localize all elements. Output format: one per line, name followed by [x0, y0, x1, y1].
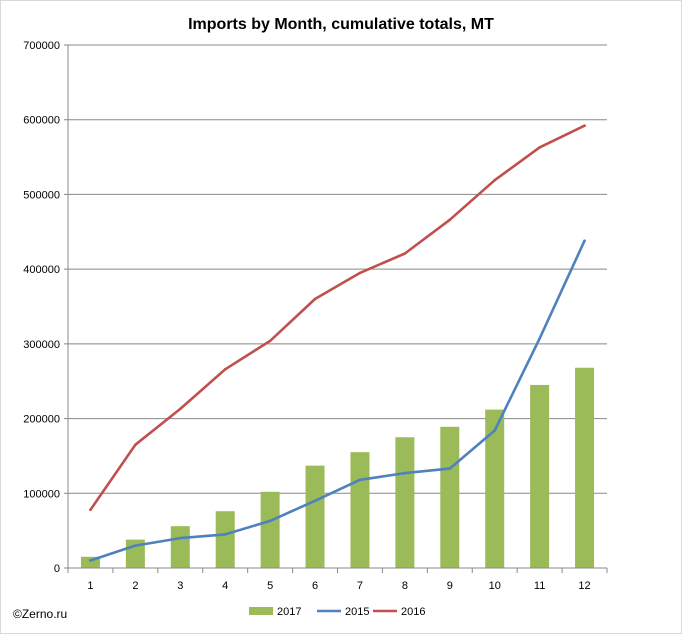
data-point-2016 — [358, 271, 362, 275]
data-point-2016 — [268, 339, 272, 343]
data-point-2016 — [89, 508, 92, 512]
data-point-2015 — [223, 533, 227, 536]
x-tick-label: 6 — [312, 580, 318, 592]
data-point-2015 — [583, 239, 586, 243]
y-tick-label: 700000 — [23, 40, 60, 52]
data-point-2016 — [448, 218, 452, 222]
chart-title: Imports by Month, cumulative totals, MT — [188, 16, 494, 33]
data-point-2015 — [538, 337, 541, 340]
data-point-2015 — [313, 499, 317, 503]
bar-series-layer — [80, 367, 595, 568]
data-point-2015 — [448, 467, 452, 470]
x-tick-label: 2 — [132, 580, 138, 592]
data-point-2015 — [268, 519, 272, 523]
bar-2017 — [440, 426, 460, 568]
y-tick-label: 400000 — [23, 264, 60, 276]
data-point-2016 — [538, 146, 541, 149]
x-tick-label: 8 — [402, 580, 408, 592]
data-point-2015 — [134, 544, 137, 547]
data-point-2016 — [134, 443, 137, 447]
gridlines — [68, 44, 607, 494]
bar-2017 — [350, 452, 370, 568]
data-point-2015 — [358, 478, 362, 482]
bar-2017 — [395, 437, 415, 568]
y-tick-label: 500000 — [23, 189, 60, 201]
legend-label-2017: 2017 — [277, 606, 301, 618]
bar-2017 — [305, 465, 325, 568]
x-axis-ticks: 1 2 3 4 5 6 7 8 9 10 11 12 — [87, 580, 590, 592]
x-tick-label: 10 — [489, 580, 501, 592]
data-point-2015 — [493, 429, 497, 432]
data-point-2015 — [89, 559, 92, 562]
x-tick-label: 1 — [87, 580, 93, 592]
data-point-2016 — [403, 252, 407, 255]
x-tick-label: 7 — [357, 580, 363, 592]
x-tick-label: 4 — [222, 580, 228, 592]
x-tick-label: 11 — [534, 580, 545, 592]
x-tick-label: 12 — [578, 580, 590, 592]
axes — [64, 44, 608, 573]
bar-2017 — [80, 556, 100, 568]
legend-label-2016: 2016 — [401, 606, 425, 618]
bar-2017 — [170, 526, 190, 568]
y-tick-label: 0 — [54, 563, 60, 575]
bar-2017 — [260, 491, 280, 568]
bar-2017 — [485, 409, 505, 568]
x-tick-label: 5 — [267, 580, 273, 592]
bar-2017 — [215, 511, 235, 568]
y-tick-label: 200000 — [23, 414, 60, 426]
y-tick-label: 100000 — [23, 488, 60, 500]
data-point-2015 — [178, 536, 182, 540]
legend: 2017 2015 2016 — [249, 606, 425, 618]
series-line-2015 — [89, 239, 586, 562]
data-point-2016 — [583, 124, 586, 127]
legend-label-2015: 2015 — [345, 606, 369, 618]
data-point-2016 — [178, 407, 182, 411]
data-point-2016 — [223, 367, 227, 371]
bar-2017 — [575, 367, 595, 568]
y-tick-label: 300000 — [23, 339, 60, 351]
x-tick-label: 9 — [447, 580, 453, 592]
y-tick-label: 600000 — [23, 115, 60, 127]
bar-2017 — [530, 384, 550, 568]
legend-swatch-2017 — [249, 607, 273, 615]
data-point-2016 — [493, 178, 497, 182]
y-axis-ticks: 0 100000 200000 300000 400000 500000 600000 700… — [23, 40, 60, 575]
line-series-layer — [89, 124, 586, 562]
data-point-2016 — [313, 297, 317, 301]
data-point-2015 — [403, 471, 407, 475]
series-line-2016 — [89, 124, 586, 512]
x-tick-label: 3 — [177, 580, 183, 592]
source-note: ©Zerno.ru — [13, 607, 67, 621]
